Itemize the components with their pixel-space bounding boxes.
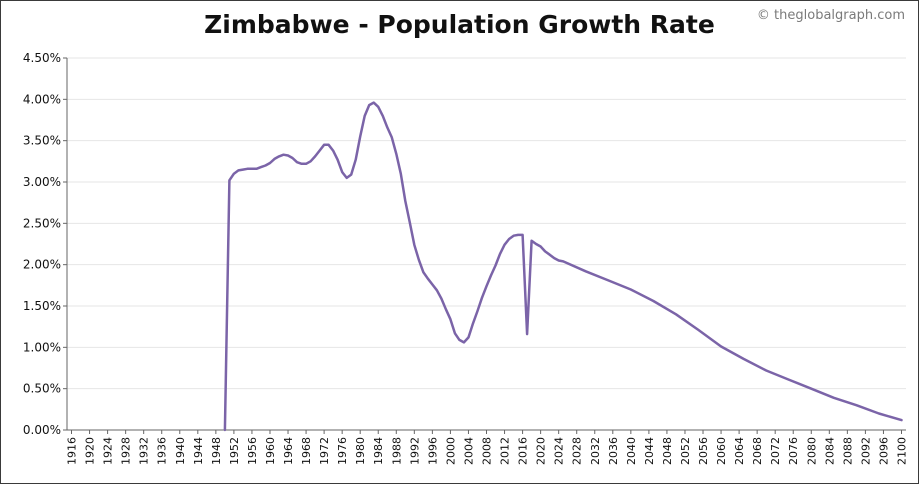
x-tick-label: 2040	[625, 437, 638, 465]
y-tick-label: 4.50%	[23, 51, 61, 65]
x-tick-label: 2080	[805, 437, 818, 465]
series-line	[223, 101, 903, 432]
y-tick-label: 2.50%	[23, 216, 61, 230]
x-tick-label: 2096	[877, 437, 890, 465]
y-axis-ticks: 0.00% 0.50% 1.00% 1.50% 2.00% 2.50% 3.00% 3.50%…	[23, 51, 67, 437]
x-tick-label: 1988	[390, 437, 403, 465]
y-tick-label: 2.00%	[23, 258, 61, 272]
y-tick-label: 3.00%	[23, 175, 61, 189]
x-tick-label: 1952	[228, 437, 241, 465]
y-tick-label: 3.50%	[23, 134, 61, 148]
x-tick-label: 2060	[715, 437, 728, 465]
x-tick-label: 1936	[156, 437, 169, 465]
x-tick-label: 2036	[607, 437, 620, 465]
x-tick-label: 1980	[354, 437, 367, 465]
x-tick-label: 2032	[589, 437, 602, 465]
x-tick-label: 1932	[138, 437, 151, 465]
x-tick-label: 1996	[426, 437, 439, 465]
x-tick-label: 1964	[282, 437, 295, 465]
y-tick-label: 1.50%	[23, 299, 61, 313]
chart-title: Zimbabwe - Population Growth Rate	[204, 10, 715, 39]
gridlines	[67, 57, 906, 390]
y-tick-label: 1.00%	[23, 340, 61, 354]
x-tick-label: 2072	[769, 437, 782, 465]
x-tick-label: 2088	[841, 437, 854, 465]
x-tick-label: 2028	[571, 437, 584, 465]
x-tick-label: 1948	[210, 437, 223, 465]
x-tick-label: 1928	[120, 437, 133, 465]
x-tick-label: 2020	[535, 437, 548, 465]
x-tick-label: 1960	[264, 437, 277, 465]
x-tick-label: 2024	[553, 437, 566, 465]
x-tick-label: 1972	[318, 437, 331, 465]
x-tick-label: 2076	[787, 437, 800, 465]
x-tick-label: 1984	[372, 437, 385, 465]
x-axis-ticks: 1916 1920 1924 1928 1932 1936 1940 1944 1948 1952…	[66, 430, 908, 465]
y-tick-label: 4.00%	[23, 92, 61, 106]
x-tick-label: 1916	[66, 437, 79, 465]
watermark: © theglobalgraph.com	[756, 8, 905, 23]
series-layer	[223, 101, 903, 432]
y-tick-label: 0.50%	[23, 382, 61, 396]
x-tick-label: 1968	[300, 437, 313, 465]
x-tick-label: 2084	[823, 437, 836, 465]
x-tick-label: 2052	[679, 437, 692, 465]
x-tick-label: 2008	[481, 437, 494, 465]
x-tick-label: 1944	[192, 437, 205, 465]
x-tick-label: 2000	[444, 437, 457, 465]
x-tick-label: 2064	[733, 437, 746, 465]
x-tick-label: 1976	[336, 437, 349, 465]
x-tick-label: 2056	[697, 437, 710, 465]
x-tick-label: 1956	[246, 437, 259, 465]
x-tick-label: 2092	[859, 437, 872, 465]
x-tick-label: 2004	[462, 437, 475, 465]
x-tick-label: 2048	[661, 437, 674, 465]
x-tick-label: 1940	[174, 437, 187, 465]
x-tick-label: 2044	[643, 437, 656, 465]
x-tick-label: 2016	[517, 437, 530, 465]
x-tick-label: 1992	[408, 437, 421, 465]
x-tick-label: 1924	[102, 437, 115, 465]
x-tick-label: 2100	[895, 437, 908, 465]
x-tick-label: 1920	[84, 437, 97, 465]
x-tick-label: 2068	[751, 437, 764, 465]
x-tick-label: 2012	[499, 437, 512, 465]
y-tick-label: 0.00%	[23, 423, 61, 437]
axes	[66, 58, 906, 431]
